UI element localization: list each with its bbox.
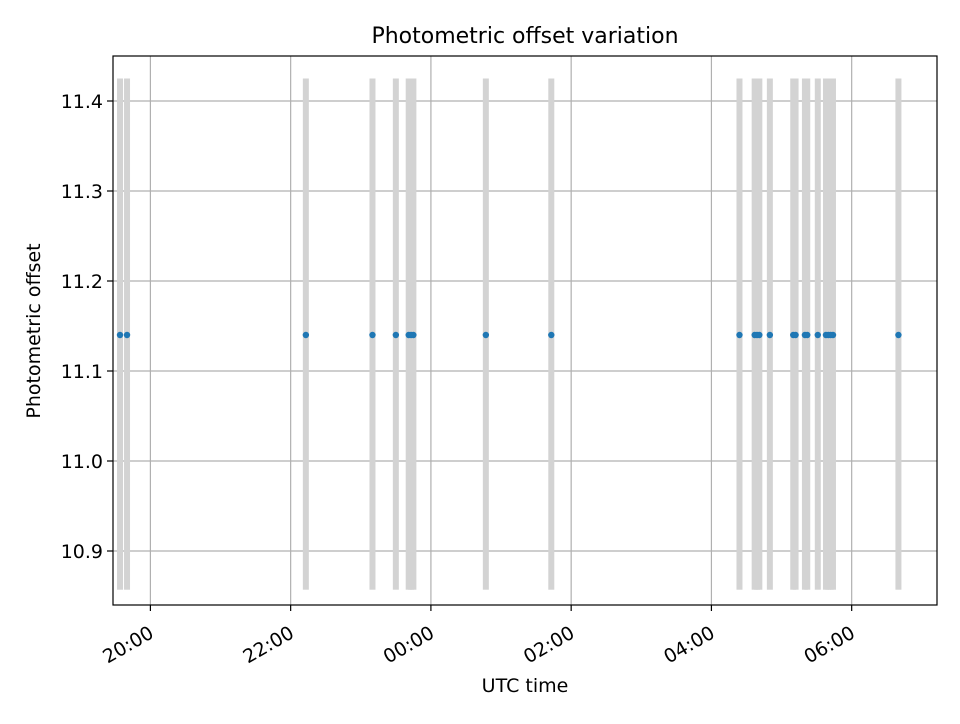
y-tick-label: 11.1 xyxy=(61,361,103,383)
data-point xyxy=(482,331,490,339)
data-point xyxy=(548,331,555,339)
data-points xyxy=(116,331,902,339)
data-point xyxy=(756,331,763,339)
data-point xyxy=(116,331,124,339)
data-point xyxy=(814,331,821,339)
grid-layer xyxy=(113,56,937,605)
data-point xyxy=(736,331,743,339)
data-point xyxy=(804,331,811,339)
data-point xyxy=(123,331,131,339)
chart-title: Photometric offset variation xyxy=(371,24,678,49)
x-axis-label: UTC time xyxy=(482,675,569,697)
data-point xyxy=(829,331,837,339)
data-point xyxy=(302,331,310,339)
data-point xyxy=(410,331,417,339)
y-tick-label: 11.0 xyxy=(61,451,103,473)
y-tick-label: 11.2 xyxy=(61,271,103,293)
y-axis-label: Photometric offset xyxy=(23,243,45,418)
y-tick-label: 11.4 xyxy=(61,91,103,113)
data-point xyxy=(895,331,902,339)
data-point xyxy=(792,331,799,339)
data-point xyxy=(369,331,376,339)
data-point xyxy=(392,331,400,339)
axes-frame xyxy=(112,55,938,606)
y-tick-label: 11.3 xyxy=(61,181,103,203)
y-tick-label: 10.9 xyxy=(61,541,103,563)
data-point xyxy=(766,331,774,339)
